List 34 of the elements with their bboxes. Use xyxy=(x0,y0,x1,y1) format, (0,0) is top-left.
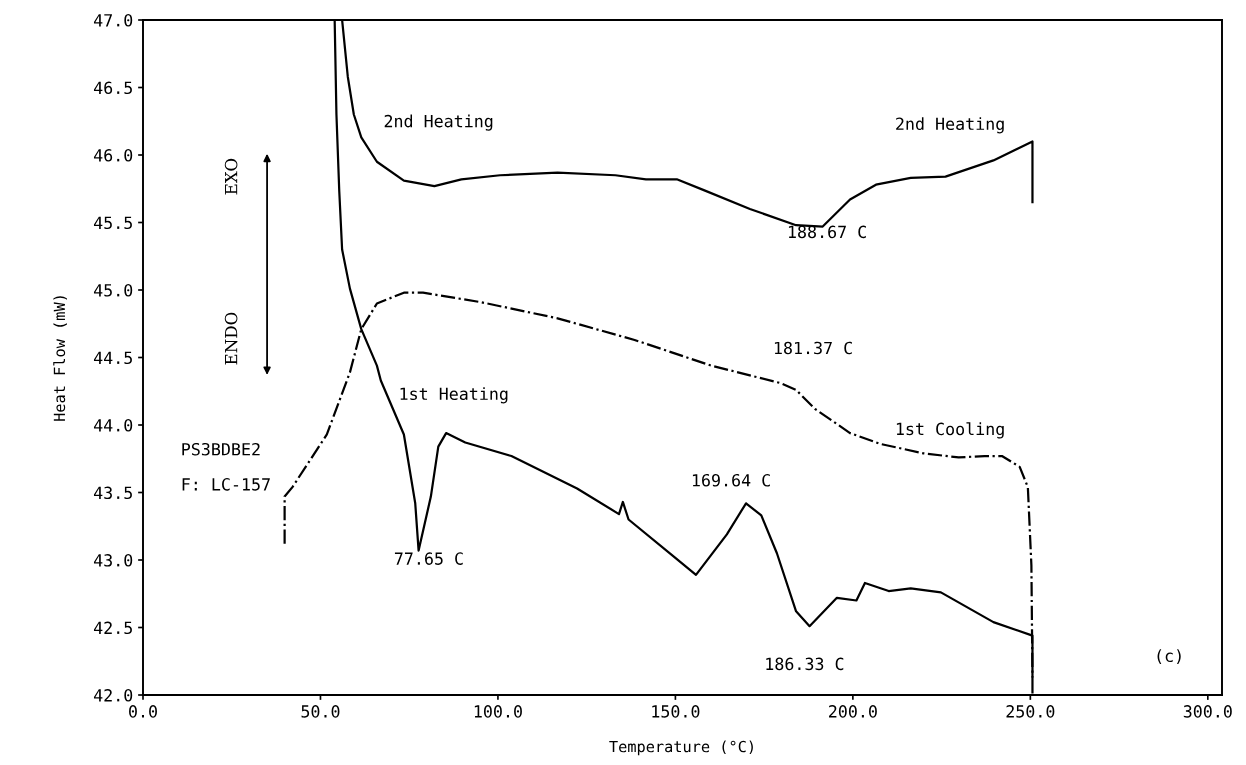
y-tick-label: 44.0 xyxy=(93,419,133,432)
y-tick-label: 42.0 xyxy=(93,689,133,702)
y-tick-label: 46.5 xyxy=(93,81,132,95)
y-axis-title: Heat Flow (mW) xyxy=(53,296,67,421)
annotation: 2nd Heating xyxy=(896,117,1004,134)
y-tick-label: 46.0 xyxy=(93,149,133,162)
y-tick-label: 43.5 xyxy=(93,486,132,500)
x-axis-title: Temperature (°C) xyxy=(609,740,753,756)
annotation: EXO xyxy=(224,158,238,195)
x-tick-label: 300.0 xyxy=(1183,705,1232,718)
annotation: F: LC-157 xyxy=(182,478,270,491)
annotation: 181.37 C xyxy=(774,341,852,355)
annotation: 1st Heating xyxy=(400,387,508,404)
annotation: 1st Cooling xyxy=(896,422,1004,439)
x-tick-label: 200.0 xyxy=(829,705,877,718)
x-tick-label: 150.0 xyxy=(652,705,700,718)
x-tick-label: 100.0 xyxy=(474,705,522,718)
y-tick-label: 45.0 xyxy=(93,284,133,297)
annotation: 77.65 C xyxy=(394,552,463,565)
y-tick-label: 43.0 xyxy=(93,554,133,567)
y-tick-label: 42.5 xyxy=(93,621,132,635)
annotation: ENDO xyxy=(224,312,238,365)
x-tick-label: 50.0 xyxy=(301,705,340,718)
annotation: (c) xyxy=(1157,649,1181,665)
x-tick-label: 0.0 xyxy=(129,705,157,718)
annotation: 188.67 C xyxy=(788,225,866,239)
annotation: 169.64 C xyxy=(692,473,770,487)
y-tick-label: 47.0 xyxy=(93,14,133,27)
annotation: PS3BDBE2 xyxy=(182,442,260,456)
y-tick-label: 44.5 xyxy=(93,351,132,365)
y-tick-label: 45.5 xyxy=(93,216,132,230)
annotation: 186.33 C xyxy=(766,657,844,671)
x-tick-label: 250.0 xyxy=(1006,705,1055,718)
annotation: 2nd Heating xyxy=(384,114,493,131)
